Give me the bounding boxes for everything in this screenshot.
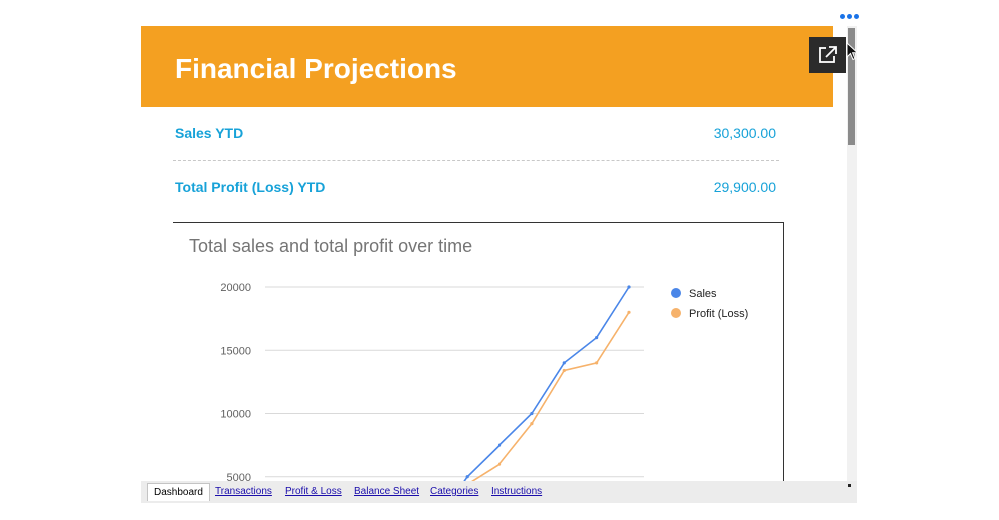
data-point <box>627 285 631 289</box>
data-point <box>562 368 566 373</box>
kpi-divider <box>173 160 779 161</box>
data-point <box>627 310 631 314</box>
open-in-new-icon <box>819 45 837 63</box>
series-line-sales <box>463 286 630 481</box>
open-in-new-button[interactable] <box>809 37 846 73</box>
data-point <box>465 475 469 479</box>
header-banner: Financial Projections <box>141 26 833 107</box>
data-point <box>530 422 534 426</box>
legend-marker <box>671 308 681 318</box>
profit-ytd-label: Total Profit (Loss) YTD <box>175 179 326 195</box>
sales-ytd-value: 30,300.00 <box>713 125 776 141</box>
data-point <box>562 361 566 365</box>
tab-dashboard[interactable]: Dashboard <box>147 483 210 501</box>
y-tick-label: 10000 <box>220 409 251 421</box>
y-tick-label: 5000 <box>227 472 251 481</box>
tab-transactions[interactable]: Transactions <box>215 486 272 497</box>
legend-marker <box>671 288 681 298</box>
legend-label: Profit (Loss) <box>689 308 748 320</box>
series-line-profit <box>471 311 630 481</box>
y-tick-label: 15000 <box>220 345 251 357</box>
sales-profit-chart: Total sales and total profit over time 2… <box>173 222 784 481</box>
page-title: Financial Projections <box>175 53 457 84</box>
y-tick-label: 20000 <box>220 282 251 294</box>
sales-ytd-label: Sales YTD <box>175 125 244 141</box>
tab-profit-loss[interactable]: Profit & Loss <box>285 486 342 497</box>
vertical-scrollbar[interactable] <box>847 26 857 481</box>
profit-ytd-value: 29,900.00 <box>713 179 776 195</box>
tab-bar-end-mark <box>848 484 851 487</box>
sheet-tab-bar: Dashboard Transactions Profit & Loss Bal… <box>141 481 857 503</box>
tab-categories[interactable]: Categories <box>430 486 479 497</box>
legend-label: Sales <box>689 288 717 300</box>
scrollbar-thumb[interactable] <box>848 28 855 145</box>
data-point <box>595 336 599 340</box>
tab-balance-sheet[interactable]: Balance Sheet <box>354 486 420 497</box>
data-point <box>595 361 599 365</box>
embedded-sheet: Financial Projections Sales YTD 30,300.0… <box>141 26 847 481</box>
chart-plot: 20000 15000 10000 5000 Sales Profit (Loss) <box>220 282 748 481</box>
chart-title: Total sales and total profit over time <box>189 236 473 256</box>
data-point <box>497 462 502 466</box>
mouse-cursor-icon <box>846 42 859 61</box>
tab-instructions[interactable]: Instructions <box>491 486 543 497</box>
data-point <box>497 443 502 447</box>
data-point <box>530 411 534 416</box>
more-options-icon[interactable] <box>840 13 862 21</box>
